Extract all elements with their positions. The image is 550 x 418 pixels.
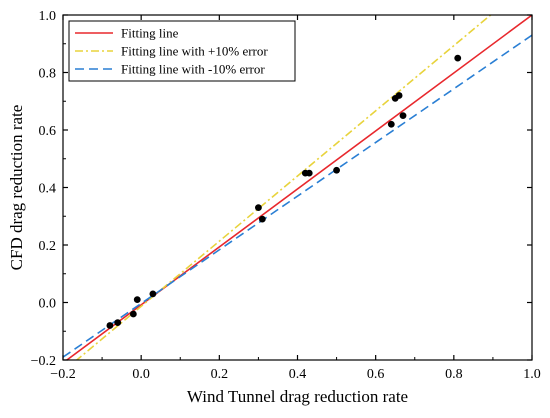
x-axis-ticks: −0.2 0.0 0.2 0.4 0.6 0.8 1.0: [50, 15, 541, 382]
x-axis-title: Wind Tunnel drag reduction rate: [187, 387, 408, 406]
y-tick-label: 1.0: [39, 9, 57, 24]
y-tick-label: 0.2: [39, 239, 57, 254]
y-tick-label: 0.0: [39, 297, 57, 312]
legend-label-2: Fitting line with -10% error: [121, 62, 265, 77]
data-point: [149, 290, 157, 298]
y-tick-label: 0.8: [39, 67, 57, 82]
x-tick-label: 0.6: [367, 367, 385, 382]
legend-box: [68, 20, 296, 82]
data-point: [333, 166, 340, 174]
data-point: [114, 319, 122, 327]
series-line-2: [63, 34, 532, 358]
series-line-0: [65, 15, 532, 360]
x-tick-label: 0.2: [211, 367, 229, 382]
y-axis-title: CFD drag reduction rate: [7, 105, 26, 271]
data-point: [395, 92, 403, 99]
x-tick-label: 0.4: [289, 367, 307, 382]
fit-lines-layer: [63, 15, 532, 360]
data-point: [106, 322, 114, 329]
data-point: [454, 54, 462, 62]
data-point: [129, 310, 137, 318]
x-tick-label: −0.2: [50, 367, 75, 382]
legend: Fitting line Fitting line with +10% error…: [68, 20, 296, 82]
legend-label-1: Fitting line with +10% error: [121, 44, 268, 59]
data-point: [258, 215, 266, 223]
data-points-layer: [106, 54, 462, 329]
data-point: [133, 296, 141, 304]
x-tick-label: 1.0: [523, 367, 541, 382]
data-point: [399, 112, 407, 120]
x-tick-label: 0.8: [445, 367, 463, 382]
data-point: [387, 120, 395, 128]
y-axis-ticks: −0.2 0.0 0.2 0.4 0.6 0.8 1.0: [31, 9, 532, 369]
y-tick-label: 0.6: [39, 124, 57, 139]
data-point: [305, 169, 313, 177]
y-tick-label: 0.4: [39, 182, 57, 197]
y-tick-label: −0.2: [31, 354, 56, 369]
series-line-1: [75, 15, 492, 360]
x-tick-label: 0.0: [132, 367, 150, 382]
legend-label-0: Fitting line: [121, 26, 179, 41]
data-point: [255, 204, 262, 212]
